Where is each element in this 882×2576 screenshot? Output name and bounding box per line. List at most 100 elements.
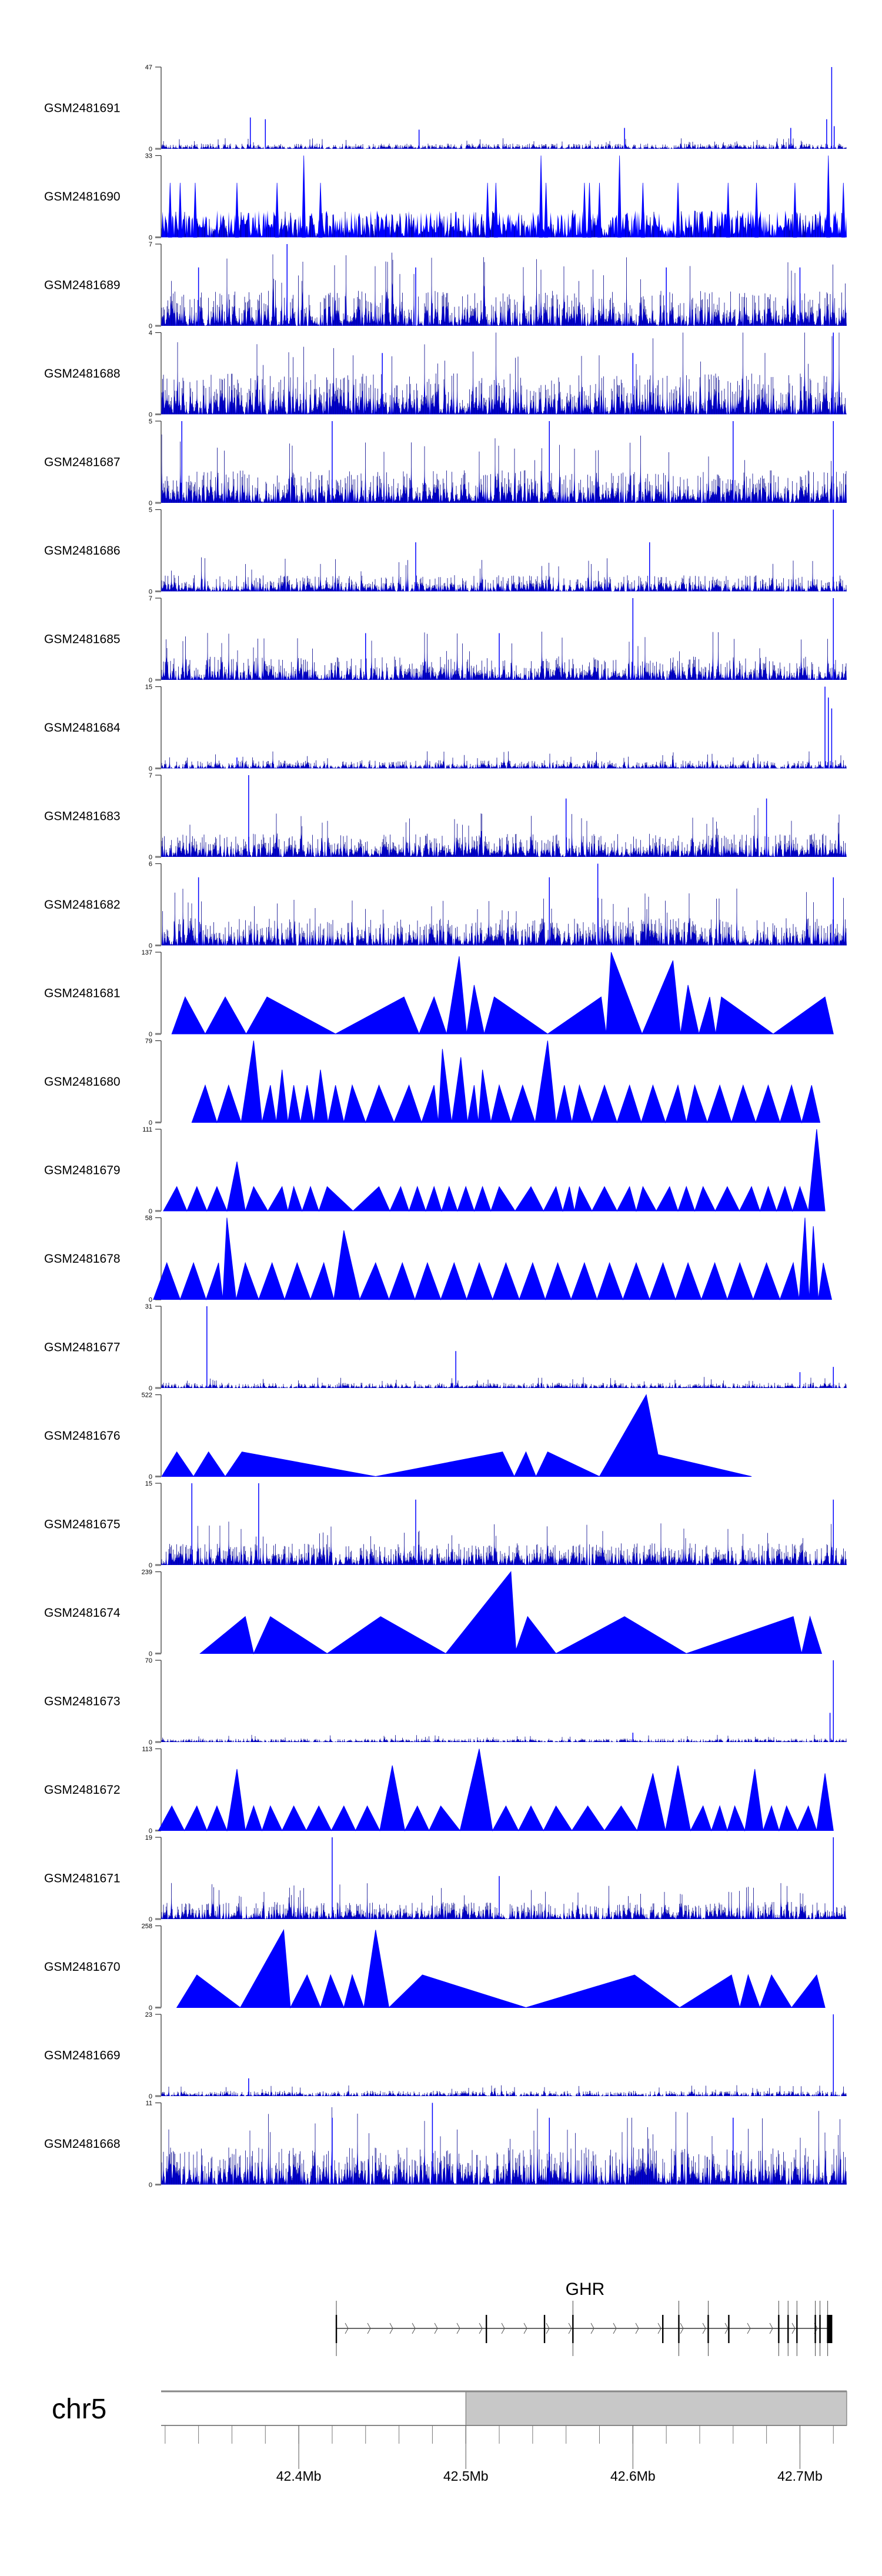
y-min-label: 0 [149,1916,152,1923]
signal-bars [161,2107,847,2185]
strand-arrow-icon [613,2323,617,2334]
exon [827,2315,833,2343]
signal-area [199,1571,823,1655]
signal-peak [582,182,587,238]
signal-bars [161,557,847,592]
track-label: GSM2481690 [44,190,121,203]
signal-peak [318,182,323,238]
signal-bars [161,332,847,415]
strand-arrow-icon [479,2323,483,2334]
signal-bars [161,751,847,769]
strand-arrow-icon [747,2323,751,2334]
y-max-label: 7 [149,241,152,248]
y-min-label: 0 [149,1297,152,1304]
y-max-label: 15 [145,684,152,691]
track-label: GSM2481671 [44,1872,121,1886]
signal-peak [587,182,592,238]
y-min-label: 0 [149,500,152,507]
signal-peak [841,182,846,238]
track-GSM2481668: GSM2481668 11 0 [44,2100,847,2189]
strand-arrow-icon [769,2323,773,2334]
y-min-label: 0 [149,1385,152,1392]
y-max-label: 239 [142,1569,152,1576]
signal-peak [178,182,182,238]
y-max-label: 6 [149,861,152,868]
exon [335,2315,338,2343]
y-min-label: 0 [149,943,152,950]
y-max-label: 258 [142,1923,152,1930]
strand-arrow-icon [635,2323,639,2334]
signal-bars [161,632,847,680]
signal-bars [161,1377,847,1388]
x-tick-label: 42.5Mb [443,2468,489,2484]
y-min-label: 0 [149,1208,152,1215]
signal-peak [544,182,549,238]
signal-peak [640,182,645,238]
track-label: GSM2481675 [44,1518,121,1531]
exon [662,2315,664,2343]
track-label: GSM2481677 [44,1341,121,1354]
chromosome-band [465,2391,847,2426]
y-max-label: 15 [145,1480,152,1487]
y-max-label: 11 [146,2100,152,2107]
track-GSM2481687: GSM2481687 5 0 [44,418,847,507]
signal-bars [161,1734,847,1742]
track-label: GSM2481683 [44,810,121,823]
track-GSM2481678: GSM2481678 58 0 [44,1215,833,1304]
signal-area [163,1129,826,1212]
signal-peak [754,182,759,238]
signal-peak [726,182,730,238]
exon [778,2315,780,2343]
track-GSM2481674: GSM2481674 239 0 [44,1569,823,1658]
track-GSM2481683: GSM2481683 7 0 [44,772,847,861]
y-max-label: 137 [142,949,152,956]
y-min-label: 0 [149,1739,152,1746]
track-GSM2481669: GSM2481669 23 0 [44,2011,847,2100]
y-max-label: 113 [142,1746,152,1753]
strand-arrow-icon [657,2323,662,2334]
gene-track: GHR [335,2280,833,2356]
y-min-label: 0 [149,1031,152,1038]
y-min-label: 0 [149,2093,152,2100]
signal-peak [235,182,239,238]
y-min-label: 0 [149,677,152,684]
strand-arrow-icon [523,2323,527,2334]
y-min-label: 0 [149,323,152,330]
y-max-label: 4 [149,330,152,337]
strand-arrow-icon [367,2323,371,2334]
exon [485,2315,487,2343]
y-max-label: 33 [145,153,152,160]
signal-peak [302,155,306,238]
signal-peak [597,182,602,238]
x-tick-label: 42.7Mb [777,2468,823,2484]
track-label: GSM2481668 [44,2137,121,2151]
exon [543,2315,546,2343]
signal-bars [162,888,847,946]
signal-area [191,1040,821,1124]
signal-area [171,952,834,1035]
y-min-label: 0 [149,235,152,242]
y-max-label: 522 [142,1392,152,1399]
strand-arrow-icon [791,2323,796,2334]
y-min-label: 0 [149,1120,152,1127]
signal-peak [275,182,279,238]
y-max-label: 5 [149,418,152,425]
strand-arrow-icon [501,2323,505,2334]
y-max-label: 19 [145,1834,152,1841]
track-label: GSM2481684 [44,721,121,735]
y-max-label: 79 [145,1038,152,1045]
strand-arrow-icon [680,2323,684,2334]
signal-peak [617,155,622,238]
track-label: GSM2481682 [44,898,121,912]
track-label: GSM2481676 [44,1429,121,1443]
y-min-label: 0 [149,854,152,861]
chromosome-label: chr5 [52,2394,106,2425]
track-GSM2481675: GSM2481675 15 0 [44,1480,847,1569]
track-GSM2481685: GSM2481685 7 0 [44,595,847,684]
track-GSM2481684: GSM2481684 15 0 [44,684,847,773]
exon [796,2315,798,2343]
strand-arrow-icon [568,2323,572,2334]
strand-arrow-icon [434,2323,438,2334]
track-GSM2481682: GSM2481682 6 0 [44,861,847,950]
strand-arrow-icon [456,2323,460,2334]
